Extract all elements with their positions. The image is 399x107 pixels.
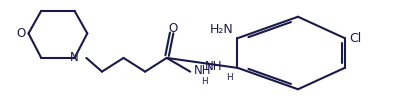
- Text: H: H: [201, 77, 207, 85]
- Text: H: H: [227, 73, 233, 82]
- Text: N: N: [70, 51, 79, 64]
- Text: O: O: [16, 27, 26, 40]
- Text: O: O: [168, 22, 177, 35]
- Text: H₂N: H₂N: [209, 23, 233, 36]
- Text: NH: NH: [194, 64, 211, 77]
- Text: Cl: Cl: [349, 32, 361, 45]
- Text: NH: NH: [205, 60, 223, 73]
